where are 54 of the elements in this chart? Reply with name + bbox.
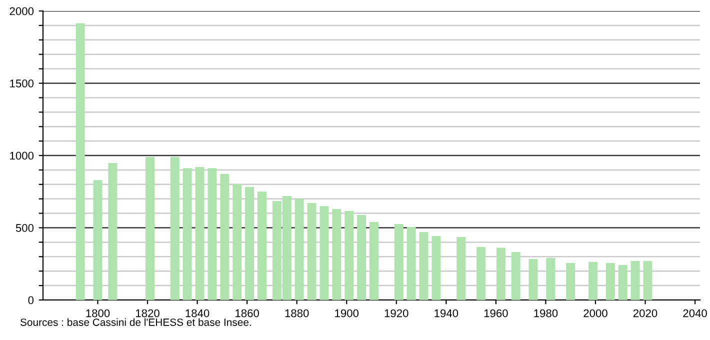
bar xyxy=(476,246,486,300)
bar xyxy=(618,265,628,300)
x-tick-label: 2020 xyxy=(633,309,658,318)
source-note: Sources : base Cassini de l'EHESS et base Insee. xyxy=(20,318,251,326)
x-tick-label: 2040 xyxy=(683,309,707,318)
bar xyxy=(220,174,230,300)
bar xyxy=(606,263,615,300)
bar xyxy=(419,232,428,300)
bar xyxy=(307,203,316,300)
bar xyxy=(406,227,416,300)
bar xyxy=(232,184,242,300)
x-tick-label: 1940 xyxy=(434,309,458,318)
bar xyxy=(344,210,354,300)
y-tick-label: 1500 xyxy=(10,80,34,88)
x-tick-label: 1840 xyxy=(186,309,210,318)
bar xyxy=(208,168,217,300)
bar xyxy=(643,260,652,300)
bar xyxy=(182,168,192,300)
x-tick-label: 1860 xyxy=(236,309,259,318)
bar xyxy=(294,198,304,300)
y-tick-label: 0 xyxy=(28,296,34,304)
x-tick-label: 2000 xyxy=(584,309,608,318)
bar xyxy=(245,187,254,300)
bar xyxy=(432,236,441,300)
bar xyxy=(93,180,102,300)
bar xyxy=(511,252,520,300)
bar xyxy=(394,224,404,300)
bar xyxy=(76,23,85,300)
y-tick-label: 500 xyxy=(16,224,34,232)
bar xyxy=(630,260,640,300)
bar xyxy=(332,208,342,300)
x-tick-label: 1900 xyxy=(335,309,359,318)
x-tick-label: 1820 xyxy=(136,309,160,318)
bar xyxy=(195,167,204,300)
bar xyxy=(170,156,180,300)
x-tick-label: 1980 xyxy=(534,309,558,318)
x-tick-label: 1800 xyxy=(86,309,110,318)
x-tick-label: 1880 xyxy=(285,309,309,318)
bar xyxy=(496,248,506,300)
bar xyxy=(146,156,154,300)
x-tick-label: 1960 xyxy=(484,309,508,318)
bar xyxy=(357,215,366,300)
y-tick-label: 1000 xyxy=(10,152,34,160)
bar xyxy=(370,222,378,300)
bar xyxy=(456,237,466,300)
bar xyxy=(320,206,329,300)
bar xyxy=(588,262,598,300)
bar xyxy=(546,258,556,300)
bar xyxy=(258,192,266,300)
x-tick-label: 1920 xyxy=(384,309,408,318)
bar xyxy=(566,263,576,300)
bar xyxy=(528,258,538,300)
bar xyxy=(108,163,118,300)
y-tick-label: 2000 xyxy=(10,7,34,16)
